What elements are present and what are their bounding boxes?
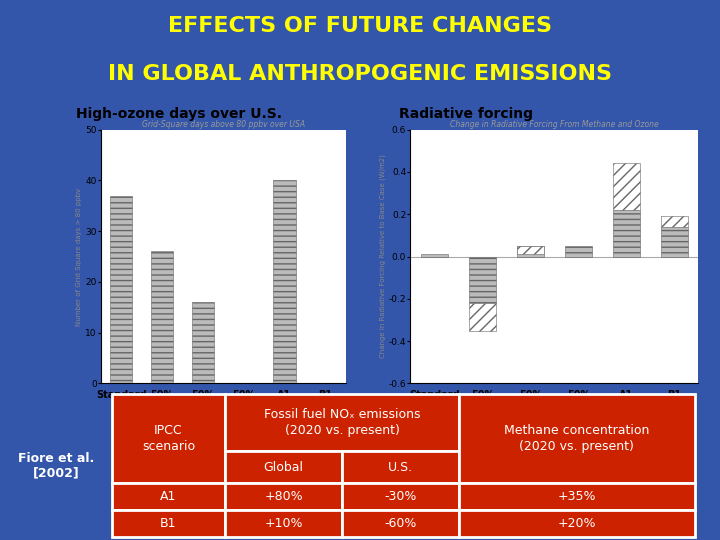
Bar bbox=[225, 394, 459, 451]
Bar bbox=[342, 451, 459, 483]
Bar bbox=[661, 217, 688, 227]
Text: IN GLOBAL ANTHROPOGENIC EMISSIONS: IN GLOBAL ANTHROPOGENIC EMISSIONS bbox=[108, 64, 612, 84]
Bar bbox=[225, 451, 342, 483]
Text: +80%: +80% bbox=[264, 490, 303, 503]
Text: +20%: +20% bbox=[557, 517, 596, 530]
Bar bbox=[192, 302, 214, 383]
Bar bbox=[342, 510, 459, 537]
Text: Methane concentration
(2020 vs. present): Methane concentration (2020 vs. present) bbox=[504, 424, 649, 453]
Bar bbox=[225, 483, 342, 510]
Bar bbox=[273, 180, 296, 383]
Bar bbox=[661, 227, 688, 256]
Text: +35%: +35% bbox=[557, 490, 596, 503]
Text: High-ozone days over U.S.: High-ozone days over U.S. bbox=[76, 107, 282, 121]
Text: Global: Global bbox=[264, 461, 304, 474]
Bar bbox=[517, 246, 544, 256]
Bar bbox=[613, 210, 639, 256]
Y-axis label: Change in Radiative Forcing Relative to Base Case (W/m2): Change in Radiative Forcing Relative to … bbox=[379, 154, 386, 359]
Bar bbox=[342, 483, 459, 510]
Bar bbox=[469, 256, 495, 303]
Bar bbox=[613, 164, 639, 210]
Bar bbox=[565, 246, 592, 256]
Text: EFFECTS OF FUTURE CHANGES: EFFECTS OF FUTURE CHANGES bbox=[168, 16, 552, 37]
Bar bbox=[421, 254, 448, 256]
Text: Fiore et al.
[2002]: Fiore et al. [2002] bbox=[18, 452, 94, 480]
Bar bbox=[469, 303, 495, 330]
Bar bbox=[110, 195, 132, 383]
Bar bbox=[459, 483, 695, 510]
Y-axis label: Number of Grid Square days > 80 ppbv: Number of Grid Square days > 80 ppbv bbox=[76, 187, 82, 326]
Bar bbox=[459, 510, 695, 537]
Text: -30%: -30% bbox=[384, 490, 416, 503]
Text: Radiative forcing: Radiative forcing bbox=[399, 107, 533, 121]
Bar bbox=[112, 394, 225, 483]
Bar bbox=[517, 246, 544, 254]
Title: Grid-Square days above 80 ppbv over USA: Grid-Square days above 80 ppbv over USA bbox=[142, 120, 305, 129]
Title: Change in Radiative Forcing From Methane and Ozone: Change in Radiative Forcing From Methane… bbox=[450, 120, 659, 129]
Text: +10%: +10% bbox=[264, 517, 303, 530]
Text: A1: A1 bbox=[161, 490, 176, 503]
Text: B1: B1 bbox=[161, 517, 176, 530]
Bar bbox=[459, 394, 695, 483]
Text: U.S.: U.S. bbox=[388, 461, 413, 474]
Bar bbox=[225, 510, 342, 537]
Bar bbox=[112, 510, 225, 537]
Text: IPCC
scenario: IPCC scenario bbox=[142, 424, 195, 453]
Bar bbox=[150, 252, 174, 383]
Text: Fossil fuel NOₓ emissions
(2020 vs. present): Fossil fuel NOₓ emissions (2020 vs. pres… bbox=[264, 408, 420, 437]
Text: -60%: -60% bbox=[384, 517, 416, 530]
Bar bbox=[112, 483, 225, 510]
